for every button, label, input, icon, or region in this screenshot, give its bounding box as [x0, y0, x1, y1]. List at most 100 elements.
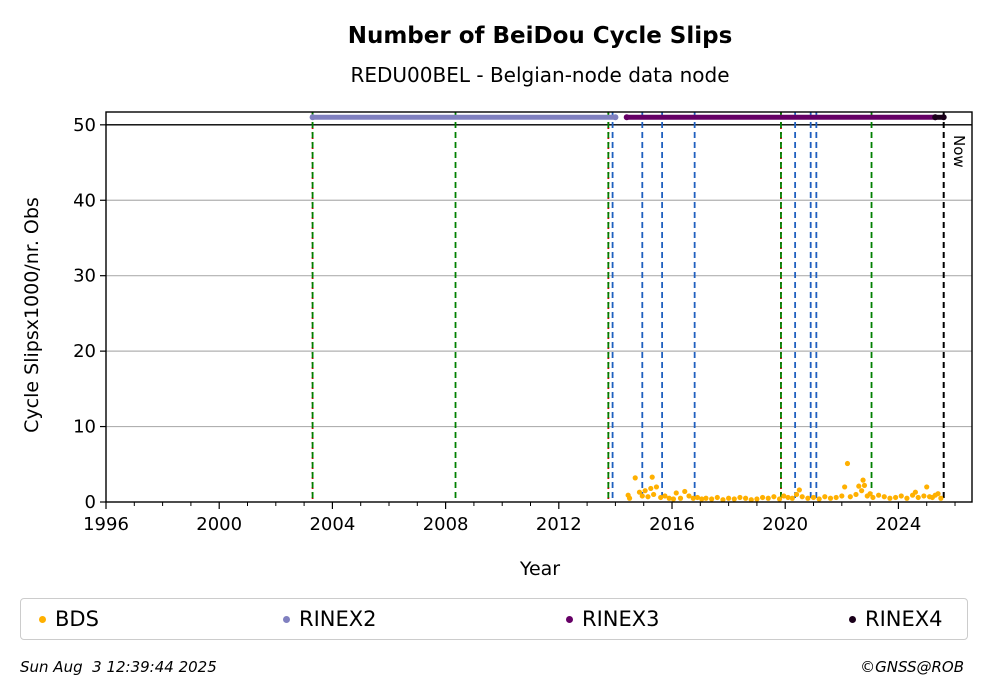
- data-point: [876, 492, 882, 498]
- data-point: [904, 495, 910, 501]
- x-tick-label: 2020: [762, 514, 808, 535]
- data-point: [653, 484, 660, 490]
- segment-end-point: [612, 114, 619, 121]
- data-point: [694, 494, 701, 501]
- data-point: [887, 495, 893, 501]
- data-point: [924, 484, 930, 490]
- bds-marker-icon: [39, 615, 46, 623]
- data-point: [822, 494, 828, 500]
- data-point: [810, 494, 817, 501]
- data-point: [699, 496, 705, 502]
- data-point: [649, 474, 655, 480]
- x-tick-label: 2008: [423, 514, 469, 535]
- data-point: [921, 493, 927, 499]
- data-point: [793, 491, 800, 498]
- y-tick-label: 50: [73, 115, 96, 136]
- x-tick-label: 2012: [536, 514, 582, 535]
- legend-item-bds: BDS: [39, 599, 99, 639]
- data-point: [805, 495, 811, 501]
- data-point: [799, 494, 805, 500]
- data-point: [626, 495, 633, 501]
- chart-title: Number of BeiDou Cycle Slips: [348, 23, 733, 49]
- data-point: [726, 495, 732, 501]
- data-point: [632, 475, 638, 481]
- data-point: [703, 495, 709, 501]
- data-point: [714, 494, 720, 501]
- data-point: [844, 460, 851, 467]
- data-point: [636, 489, 643, 495]
- data-point: [915, 494, 921, 501]
- data-point: [645, 494, 651, 500]
- legend-item-rinex4: RINEX4: [849, 599, 943, 639]
- legend: BDS RINEX2 RINEX3 RINEX4: [20, 598, 968, 640]
- plot-frame: [105, 111, 973, 503]
- x-tick-label: 2000: [196, 514, 242, 535]
- y-tick-label: 0: [85, 492, 96, 513]
- segment-start-point: [309, 114, 316, 121]
- x-tick-label: 1996: [83, 514, 129, 535]
- data-point: [859, 488, 865, 494]
- data-point: [673, 490, 679, 496]
- x-axis-label: Year: [519, 558, 560, 580]
- data-point: [720, 497, 726, 503]
- data-point: [690, 495, 696, 501]
- x-tick-label: 2024: [876, 514, 922, 535]
- legend-label: RINEX3: [582, 607, 660, 631]
- legend-item-rinex2: RINEX2: [283, 599, 377, 639]
- data-point: [776, 496, 783, 502]
- data-point: [765, 495, 771, 501]
- rinex2-marker-icon: [283, 615, 290, 623]
- data-point: [682, 488, 688, 495]
- data-point: [842, 484, 848, 490]
- x-tick-label: 2004: [309, 514, 355, 535]
- data-point: [827, 495, 834, 501]
- data-point: [853, 491, 859, 498]
- data-point: [781, 493, 787, 499]
- data-point: [898, 493, 904, 499]
- data-point: [881, 494, 887, 500]
- data-point: [816, 496, 822, 502]
- data-point: [785, 494, 791, 501]
- y-tick-label: 30: [73, 266, 96, 287]
- data-point: [847, 494, 853, 500]
- data-point: [737, 494, 743, 501]
- data-point: [731, 496, 737, 502]
- y-tick-label: 10: [73, 417, 96, 438]
- data-point: [870, 494, 876, 501]
- data-point: [861, 482, 868, 489]
- rinex4-marker-icon: [849, 615, 856, 623]
- data-point: [839, 493, 845, 499]
- y-tick-label: 20: [73, 341, 96, 362]
- y-axis-label: Cycle Slipsx1000/nr. Obs: [21, 197, 43, 433]
- data-point: [639, 493, 645, 499]
- data-point: [686, 493, 692, 499]
- data-point: [867, 491, 873, 497]
- data-point: [935, 491, 941, 497]
- data-point: [658, 494, 664, 501]
- rinex3-marker-icon: [566, 615, 573, 623]
- data-point: [666, 495, 672, 501]
- data-point: [742, 495, 749, 501]
- segment-end-point: [940, 114, 947, 121]
- data-point: [856, 483, 862, 489]
- segment-start-point: [623, 114, 630, 121]
- legend-label: BDS: [55, 607, 99, 631]
- y-tick-label: 40: [73, 190, 96, 211]
- footer-timestamp: Sun Aug 3 12:39:44 2025: [20, 658, 217, 676]
- data-point: [833, 494, 839, 501]
- data-point: [651, 491, 657, 498]
- segment-start-point: [932, 114, 939, 121]
- data-point: [670, 496, 677, 502]
- data-point: [642, 488, 648, 494]
- legend-item-rinex3: RINEX3: [566, 599, 660, 639]
- data-point: [771, 494, 777, 500]
- data-point: [748, 497, 754, 503]
- data-point: [677, 495, 684, 501]
- data-point: [860, 477, 866, 483]
- data-point: [709, 496, 715, 502]
- x-tick-label: 2016: [649, 514, 695, 535]
- data-point: [912, 489, 918, 495]
- chart-subtitle: REDU00BEL - Belgian-node data node: [350, 63, 729, 87]
- data-point: [754, 496, 760, 502]
- data-point: [789, 495, 795, 501]
